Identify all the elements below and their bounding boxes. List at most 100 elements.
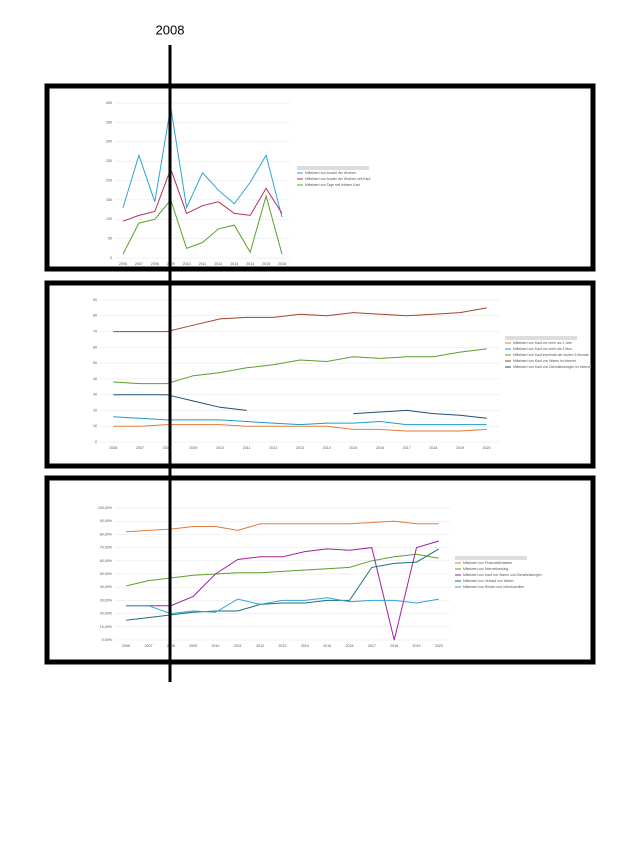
chart-frame — [44, 475, 596, 665]
x-tick-label: 2007 — [135, 262, 143, 266]
series-line — [113, 348, 487, 385]
legend-header — [505, 336, 577, 340]
y-tick-label: 350 — [106, 120, 112, 124]
series-line — [113, 394, 487, 419]
y-tick-label: 40,00% — [100, 585, 113, 589]
legend-label: Mittelwert von Anzahl der Wochen — [305, 171, 356, 175]
x-tick-label: 2016 — [376, 446, 384, 450]
x-tick-label: 2013 — [230, 262, 238, 266]
x-tick-label: 2018 — [429, 446, 437, 450]
y-tick-label: 50 — [108, 237, 112, 241]
series-line — [126, 553, 439, 587]
x-tick-label: 2006 — [109, 446, 117, 450]
y-tick-label: 0 — [110, 256, 112, 260]
x-tick-label: 2007 — [136, 446, 144, 450]
x-tick-label: 2008 — [151, 262, 159, 266]
x-tick-label: 2010 — [216, 446, 224, 450]
x-tick-label: 2012 — [214, 262, 222, 266]
series-line — [113, 424, 487, 432]
x-tick-label: 2015 — [323, 644, 331, 648]
x-tick-label: 2006 — [122, 644, 130, 648]
x-tick-label: 2011 — [199, 262, 207, 266]
y-tick-label: 90 — [93, 298, 97, 302]
series-line — [122, 194, 283, 255]
y-tick-label: 20 — [93, 408, 97, 412]
legend-label: Mittelwert von Reisen und Unterkuenften — [463, 585, 524, 589]
x-tick-label: 2011 — [243, 446, 251, 450]
y-tick-label: 50,00% — [100, 572, 113, 576]
y-tick-label: 250 — [106, 159, 112, 163]
series-line — [126, 540, 439, 641]
marker-label: 2008 — [156, 22, 185, 37]
y-tick-label: 50 — [93, 361, 97, 365]
x-tick-label: 2020 — [483, 446, 491, 450]
legend-label: Mittelwert von Kauf von Waren und Dienst… — [463, 573, 542, 577]
x-tick-label: 2014 — [301, 644, 309, 648]
chart-frame — [44, 280, 596, 469]
x-tick-label: 2009 — [189, 644, 197, 648]
x-tick-label: 2010 — [183, 262, 191, 266]
x-tick-label: 2012 — [269, 446, 277, 450]
x-tick-label: 2010 — [212, 644, 220, 648]
x-tick-label: 2018 — [390, 644, 398, 648]
x-tick-label: 2017 — [403, 446, 411, 450]
x-tick-label: 2011 — [234, 644, 242, 648]
series-line — [113, 307, 487, 333]
legend-label: Mittelwert von Internetbanking — [463, 567, 508, 571]
x-tick-label: 2013 — [296, 446, 304, 450]
y-tick-label: 30,00% — [100, 598, 113, 602]
x-tick-label: 2008 — [163, 446, 171, 450]
x-tick-label: 2016 — [278, 262, 286, 266]
y-tick-label: 30 — [93, 393, 97, 397]
y-tick-label: 60,00% — [100, 559, 113, 563]
series-line — [126, 520, 439, 533]
series-line — [126, 597, 439, 615]
y-tick-label: 40 — [93, 377, 97, 381]
legend-label: Mittelwert von Anzahl der Wochen seit Ka… — [305, 177, 370, 181]
x-tick-label: 2016 — [346, 644, 354, 648]
x-tick-label: 2020 — [435, 644, 443, 648]
legend-label: Mittelwert von Kauf von Waren im Interne… — [513, 359, 576, 363]
x-tick-label: 2012 — [256, 644, 264, 648]
legend-label: Mittelwert von Kauf vor mehr als 3 Mon. — [513, 347, 573, 351]
y-tick-label: 0,00% — [102, 638, 113, 642]
legend-label: Mittelwert von Kauf innerhalb der letzte… — [513, 353, 589, 357]
legend-header — [455, 556, 527, 560]
y-tick-label: 0 — [95, 440, 97, 444]
x-tick-label: 2019 — [456, 446, 464, 450]
legend-label: Mittelwert von Tage seit letztem Kauf — [305, 183, 360, 187]
legend-label: Mittelwert von Kauf vor mehr als 1 Jahr — [513, 341, 573, 345]
y-tick-label: 100 — [106, 217, 112, 221]
y-tick-label: 10,00% — [100, 625, 113, 629]
series-line — [122, 106, 283, 218]
y-tick-label: 70,00% — [100, 546, 113, 550]
y-tick-label: 90,00% — [100, 519, 113, 523]
y-tick-label: 10 — [93, 424, 97, 428]
y-tick-label: 20,00% — [100, 612, 113, 616]
x-tick-label: 2019 — [413, 644, 421, 648]
y-tick-label: 150 — [106, 198, 112, 202]
x-tick-label: 2006 — [119, 262, 127, 266]
x-tick-label: 2007 — [145, 644, 153, 648]
x-tick-label: 2013 — [279, 644, 287, 648]
legend-header — [297, 166, 369, 170]
legend-label: Mittelwert von Kauf von Dienstleistungen… — [513, 365, 591, 369]
y-tick-label: 80,00% — [100, 532, 113, 536]
y-tick-label: 400 — [106, 101, 112, 105]
y-tick-label: 200 — [106, 178, 112, 182]
y-tick-label: 60 — [93, 345, 97, 349]
x-tick-label: 2017 — [368, 644, 376, 648]
x-tick-label: 2015 — [349, 446, 357, 450]
y-tick-label: 300 — [106, 140, 112, 144]
x-tick-label: 2015 — [262, 262, 270, 266]
series-line — [126, 548, 440, 621]
y-tick-label: 70 — [93, 330, 97, 334]
y-tick-label: 100,00% — [98, 506, 113, 510]
x-tick-label: 2014 — [246, 262, 254, 266]
legend-label: Mittelwert von Verkauf von Waren — [463, 579, 514, 583]
x-tick-label: 2009 — [189, 446, 197, 450]
series-line — [122, 167, 283, 222]
legend-label: Mittelwert von Finanzaktivitaeten — [463, 561, 512, 565]
y-tick-label: 80 — [93, 314, 97, 318]
